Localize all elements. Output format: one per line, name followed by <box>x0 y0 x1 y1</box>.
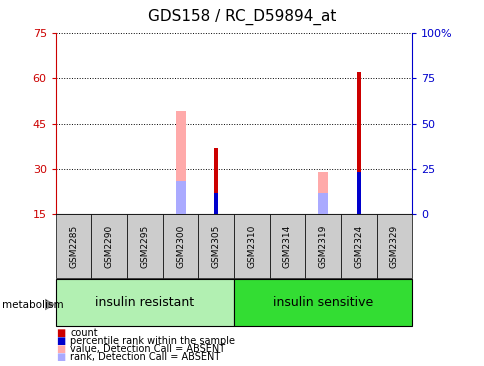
Text: GSM2285: GSM2285 <box>69 224 78 268</box>
Bar <box>214 193 217 214</box>
Bar <box>356 72 360 214</box>
Text: GSM2310: GSM2310 <box>247 224 256 268</box>
Text: ■: ■ <box>56 344 65 354</box>
Bar <box>56 214 91 278</box>
Polygon shape <box>45 299 54 310</box>
Bar <box>163 214 198 278</box>
Text: GSM2314: GSM2314 <box>282 224 291 268</box>
Text: ■: ■ <box>56 328 65 338</box>
Bar <box>175 181 185 214</box>
Text: GSM2319: GSM2319 <box>318 224 327 268</box>
Text: GSM2305: GSM2305 <box>211 224 220 268</box>
Text: GSM2290: GSM2290 <box>105 224 114 268</box>
Bar <box>233 279 411 326</box>
Text: value, Detection Call = ABSENT: value, Detection Call = ABSENT <box>70 344 225 354</box>
Bar <box>318 172 328 214</box>
Text: insulin sensitive: insulin sensitive <box>272 296 373 309</box>
Text: percentile rank within the sample: percentile rank within the sample <box>70 336 235 346</box>
Bar <box>269 214 305 278</box>
Bar <box>214 148 217 214</box>
Bar <box>175 112 185 214</box>
Bar <box>91 214 127 278</box>
Text: GSM2324: GSM2324 <box>353 225 363 268</box>
Bar <box>127 214 163 278</box>
Bar <box>318 193 328 214</box>
Bar <box>56 279 233 326</box>
Bar <box>305 214 340 278</box>
Text: GDS158 / RC_D59894_at: GDS158 / RC_D59894_at <box>148 9 336 25</box>
Bar <box>376 214 411 278</box>
Text: rank, Detection Call = ABSENT: rank, Detection Call = ABSENT <box>70 352 220 362</box>
Bar <box>233 214 269 278</box>
Text: GSM2295: GSM2295 <box>140 224 149 268</box>
Bar <box>356 172 360 214</box>
Bar <box>340 214 376 278</box>
Text: ■: ■ <box>56 336 65 346</box>
Text: ■: ■ <box>56 352 65 362</box>
Bar <box>198 214 234 278</box>
Text: GSM2329: GSM2329 <box>389 224 398 268</box>
Text: GSM2300: GSM2300 <box>176 224 185 268</box>
Text: insulin resistant: insulin resistant <box>95 296 194 309</box>
Text: count: count <box>70 328 98 338</box>
Text: metabolism: metabolism <box>2 299 64 310</box>
